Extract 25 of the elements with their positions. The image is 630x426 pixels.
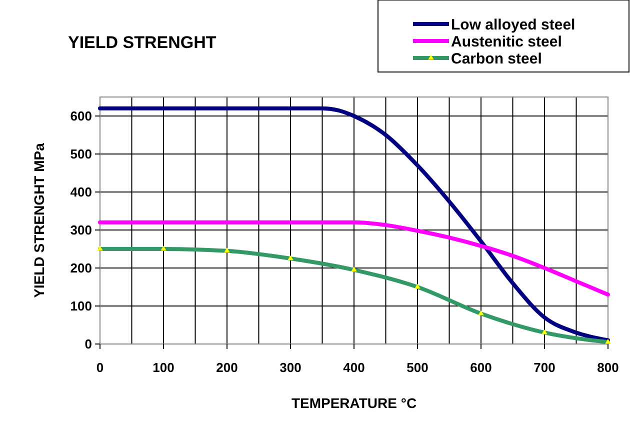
x-tick-label: 0 <box>96 360 104 375</box>
x-tick-label: 100 <box>152 360 174 375</box>
chart-title: YIELD STRENGHT <box>68 33 217 52</box>
x-tick-label: 600 <box>470 360 492 375</box>
y-tick-label: 100 <box>70 298 92 314</box>
x-tick-label: 400 <box>343 360 365 375</box>
y-tick-label: 0 <box>84 336 92 352</box>
y-tick-label: 300 <box>70 222 92 238</box>
y-tick-label: 400 <box>70 184 92 200</box>
x-tick-label: 200 <box>216 360 238 375</box>
legend-label: Austenitic steel <box>451 33 562 50</box>
x-tick-label: 500 <box>406 360 428 375</box>
line-series <box>98 106 610 342</box>
line-series <box>98 220 610 297</box>
x-tick-label: 300 <box>280 360 302 375</box>
y-axis-title: YIELD STRENGHT MPa <box>31 142 47 298</box>
line-series <box>97 246 611 344</box>
y-tick-label: 500 <box>70 146 92 162</box>
y-tick-label: 600 <box>70 108 92 124</box>
legend-label: Low alloyed steel <box>451 16 576 34</box>
x-tick-label: 800 <box>597 360 619 375</box>
x-tick-label: 700 <box>534 360 556 375</box>
x-axis-title: TEMPERATURE °C <box>291 395 417 411</box>
legend-label: Carbon steel <box>451 50 542 68</box>
y-tick-label: 200 <box>70 260 92 276</box>
